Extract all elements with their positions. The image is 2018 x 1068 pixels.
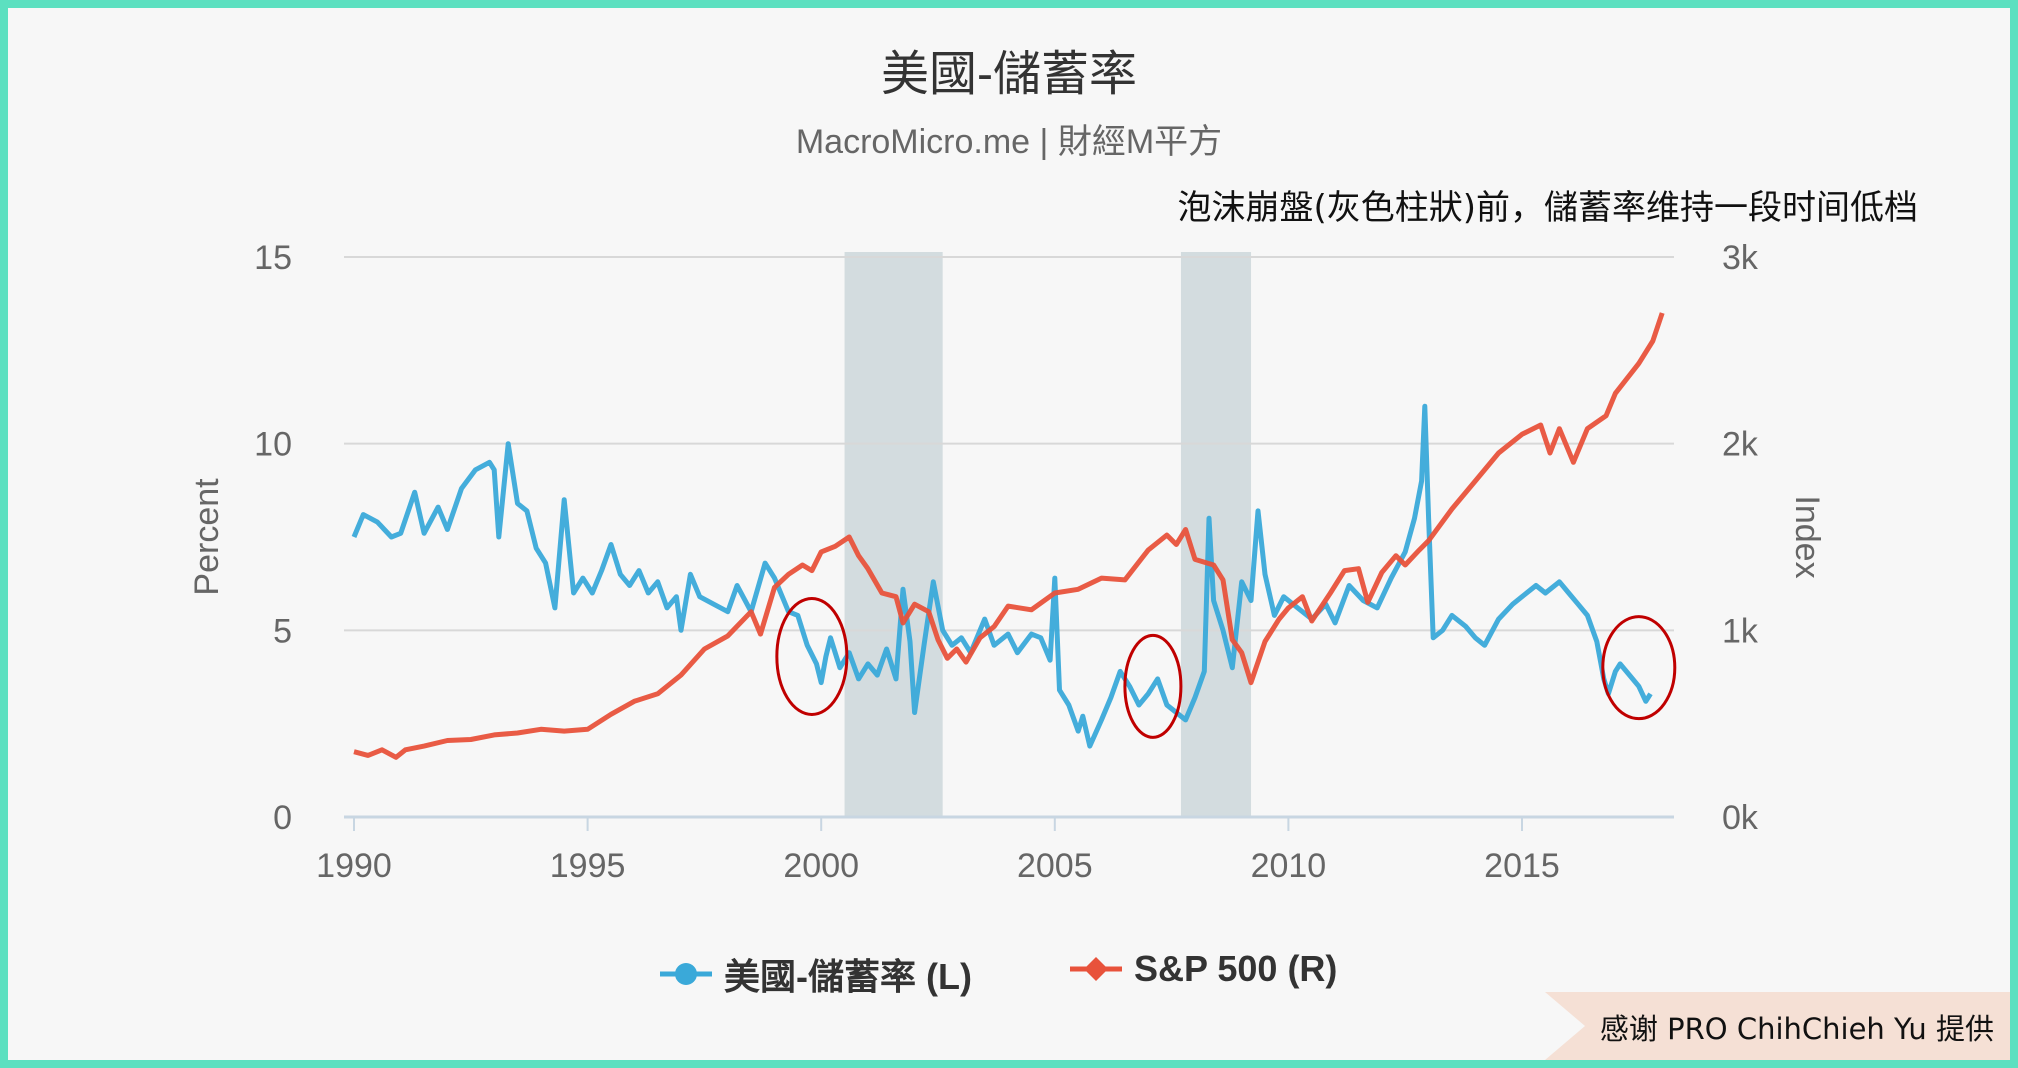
- x-tick-label: 2000: [783, 847, 859, 885]
- sp500-line: [353, 312, 1665, 760]
- chart-subtitle: MacroMicro.me | 財經M平方: [795, 123, 1223, 161]
- left-tick-label: 0: [273, 799, 292, 837]
- left-tick-label: 15: [254, 239, 292, 277]
- recession-shade: [844, 252, 943, 817]
- legend-circle-marker-icon: [660, 963, 712, 985]
- legend-item-sp500[interactable]: S&P 500 (R): [1070, 948, 1337, 990]
- right-axis-title: Index: [1788, 495, 1826, 578]
- left-axis-title: Percent: [188, 478, 226, 596]
- x-tick-label: 1995: [550, 847, 626, 885]
- x-tick-label: 2005: [1017, 847, 1093, 885]
- annotation-text: 泡沫崩盤(灰色柱狀)前，儲蓄率维持一段时间低档: [1177, 188, 1918, 228]
- chart-title: 美國-儲蓄率: [881, 48, 1137, 101]
- credit-banner: 感谢 PRO ChihChieh Yu 提供: [1545, 992, 2010, 1060]
- legend-label: 美國-儲蓄率 (L): [724, 956, 972, 997]
- chart-frame: [8, 8, 2010, 1060]
- highlight-circle: [775, 596, 849, 716]
- highlight-circle: [1601, 615, 1677, 721]
- left-tick-label: 5: [273, 612, 292, 650]
- left-tick-label: 10: [254, 426, 292, 464]
- right-tick-label: 1k: [1722, 612, 1759, 650]
- savings-rate-line: [351, 403, 1653, 749]
- x-tick-label: 2010: [1251, 847, 1327, 885]
- credit-text: 感谢 PRO ChihChieh Yu 提供: [1599, 1012, 1994, 1046]
- legend-label: S&P 500 (R): [1134, 948, 1338, 989]
- x-tick-label: 1990: [316, 847, 392, 885]
- right-tick-label: 3k: [1722, 239, 1759, 277]
- x-tick-label: 2015: [1484, 847, 1560, 885]
- recession-shade: [1180, 252, 1252, 817]
- legend-item-savings-rate[interactable]: 美國-儲蓄率 (L): [660, 948, 972, 1000]
- right-tick-label: 2k: [1722, 426, 1759, 464]
- legend-diamond-marker-icon: [1070, 957, 1122, 981]
- right-tick-label: 0k: [1722, 799, 1759, 837]
- highlight-circle: [1123, 633, 1183, 739]
